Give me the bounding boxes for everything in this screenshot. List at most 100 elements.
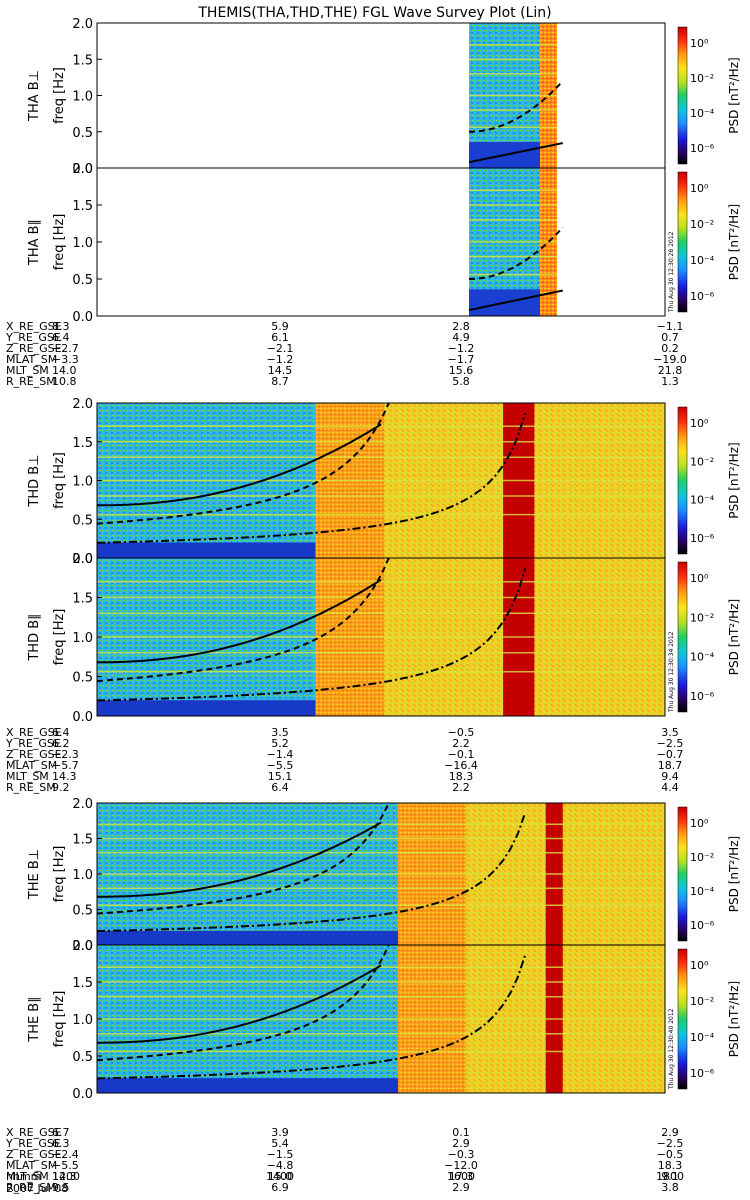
colorbar-tick-label: 10⁻⁴ [690,107,715,120]
ephemeris-value: 18.3 [658,1159,683,1172]
ephemeris-value: 0.1 [452,1126,470,1139]
time-axis-label: hhmm [6,1170,41,1183]
ephemeris-value: 0.7 [661,331,679,344]
ephemeris-value: −19.0 [653,353,687,366]
y-tick-label: 1.0 [72,475,93,490]
panel-label: THE B⊥ [27,849,42,900]
y-tick-label: 1.5 [72,592,93,607]
curve-dashdot [96,568,527,702]
ephemeris-value: 4.4 [661,781,679,794]
ephemeris-value: 17.3 [449,1170,474,1183]
y-tick-label: 1.0 [72,868,93,883]
colorbar-tick-label: 10⁰ [690,959,709,972]
ephemeris-label: Y_RE_GSE [5,737,61,750]
ephemeris-value: −4.8 [267,1159,294,1172]
curve-dashed [96,802,390,915]
y-tick-label: 1.5 [72,53,93,68]
colorbar-tick-label: 10⁻⁶ [690,142,715,155]
ephemeris-value: 10.8 [52,375,77,388]
ephemeris-label: MLT_SM [6,770,49,783]
ephemeris-value: −0.3 [448,1148,475,1161]
spectrogram-panel-thd-bpar: 2.0 1.5 1.0 0.5 0.0 THD B∥ freq [Hz] 10⁰ 10⁻² 10⁻… [27,552,741,725]
curve-solid [97,578,382,664]
timestamp-stamp: Thu Aug 30 12:30:40 2012 [668,1008,675,1090]
panel-label: THD B∥ [27,613,42,661]
ephemeris-value: 6.4 [271,781,289,794]
colorbar-tick-label: 10⁰ [690,817,709,830]
ephemeris-value: −2.7 [52,342,79,355]
ephemeris-value: 9.1 [661,1170,679,1183]
spectrogram-panels: 2.0 1.5 1.0 0.5 0.0 THA B⊥ freq [Hz] 10⁰ 10⁻² 10⁻… [27,17,741,1102]
ephemeris-label: R_RE_SM [6,1181,56,1194]
ephemeris-value: −0.5 [657,1148,684,1161]
ephemeris-label: MLT_SM [6,1170,49,1183]
colorbar-tick-label: 10⁻² [690,995,714,1008]
spectrum-low-freq [97,542,316,558]
y-tick-label: 2.0 [72,162,93,177]
time-axis: hhmm 1200 1400 1600 1800 2007 Jul 08 [6,1170,684,1195]
colorbar [677,948,688,1090]
ephemeris-value: −0.7 [657,748,684,761]
colorbar-label: PSD [nT²/Hz] [727,599,741,675]
ephemeris-label: R_RE_SM [6,781,56,794]
ephemeris-value: −12.0 [444,1159,478,1172]
figure-title: THEMIS(THA,THD,THE) FGL Wave Survey Plot… [197,5,551,21]
colorbar-tick-label: 10⁰ [690,572,709,585]
colorbar-tick-label: 10⁻⁶ [690,290,715,303]
ephemeris-label: Z_RE_GSE [6,1148,62,1161]
ephemeris-value: 8.3 [52,320,70,333]
ephemeris-value: −16.4 [444,759,478,772]
y-tick-label: 1.0 [72,236,93,251]
y-tick-label: 0.5 [72,513,93,528]
freq-axis-label: freq [Hz] [52,67,67,124]
y-tick-label: 0.5 [72,671,93,686]
ephemeris-value: 1.3 [661,375,679,388]
ephemeris-value: 6.4 [52,726,70,739]
panel-label: THE B∥ [27,996,42,1042]
y-tick-label: 1.5 [72,833,93,848]
ephemeris-value: 2.9 [452,1137,470,1150]
curve-dashed [96,944,390,1062]
colorbar-tick-label: 10⁻² [690,851,714,864]
ephemeris-value: −1.7 [448,353,475,366]
time-tick-label: 1600 [447,1170,475,1183]
curve-dashdot [96,812,527,933]
ephemeris-value: −1.5 [267,1148,294,1161]
curve-solid [97,423,382,507]
panel-frame [96,167,666,317]
spectrogram-panel-thd-bperp: 2.0 1.5 1.0 0.5 0.0 THD B⊥ freq [Hz] 10⁰ 10⁻² 10⁻… [27,397,741,567]
ephemeris-value: 0.2 [661,342,679,355]
curve-solid [468,142,563,164]
y-tick-label: 2.0 [72,939,93,954]
y-tick-label: 0.0 [72,162,93,177]
ephemeris-value: −2.4 [52,1148,79,1161]
y-tick-label: 0.0 [72,552,93,567]
ephemeris-label: MLAT_SM [6,1159,57,1172]
ephemeris-value: 14.0 [52,364,77,377]
ephemeris-value: 15.1 [268,770,293,783]
colorbar-tick-label: 10⁻² [690,455,714,468]
ephemeris-value: 14.3 [52,1170,77,1183]
freq-axis-label: freq [Hz] [52,991,67,1048]
y-tick-label: 0.0 [72,710,93,725]
ephemeris-value: 2.8 [452,320,470,333]
panel-label: THA B⊥ [27,70,42,122]
ephemeris-label: Y_RE_GSE [5,331,61,344]
ephemeris-value: −0.5 [448,726,475,739]
y-tick-label: 1.0 [72,1013,93,1028]
ephemeris-value: 6.3 [52,1137,70,1150]
ephemeris-value: 14.3 [52,770,77,783]
colorbar [677,171,688,313]
y-tick-label: 2.0 [72,17,93,32]
ephemeris-value: 3.8 [661,1181,679,1194]
colorbar-tick-label: 10⁻⁴ [690,1031,715,1044]
ephemeris-value: 15.6 [449,364,474,377]
ephemeris-value: 3.5 [271,726,289,739]
ephemeris-value: −0.1 [448,748,475,761]
ephemeris-label: MLT_SM [6,364,49,377]
y-tick-label: 1.5 [72,199,93,214]
colorbar-label: PSD [nT²/Hz] [727,204,741,280]
colorbar-tick-label: 10⁻⁶ [690,532,715,545]
